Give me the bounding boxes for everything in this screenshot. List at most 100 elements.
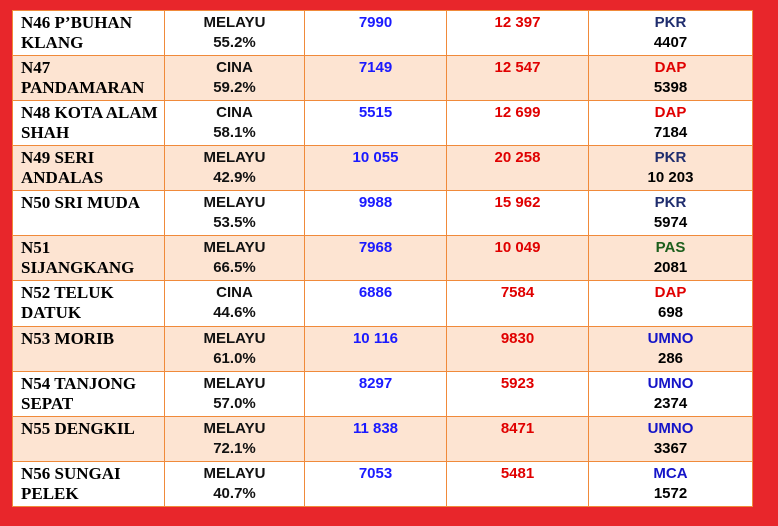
seat-name-line: N46 P’BUHAN	[21, 13, 132, 32]
results-table-body: N46 P’BUHAN KLANG MELAYU 55.2% 7990 12 397 PKR…	[12, 9, 753, 508]
majority-race-cell: MELAYU 53.5%	[164, 190, 305, 237]
results-table: N46 P’BUHAN KLANG MELAYU 55.2% 7990 12 397 PKR…	[12, 9, 753, 508]
majority-race-cell: CINA 58.1%	[164, 100, 305, 147]
race-label: MELAYU	[203, 14, 266, 31]
race-percentage: 72.1%	[213, 439, 256, 457]
seat-cell: N48 KOTA ALAM SHAH	[12, 100, 165, 147]
party-label: DAP	[654, 284, 687, 302]
party-label: PAS	[655, 239, 686, 257]
table-row: N55 DENGKIL MELAYU 72.1% 11 838 8471 UMNO 3367	[12, 415, 753, 462]
seat-cell: N50 SRI MUDA	[12, 190, 165, 237]
party-label: DAP	[654, 104, 687, 122]
majority-race-cell: CINA 44.6%	[164, 280, 305, 327]
seat-cell: N52 TELUK DATUK	[12, 280, 165, 327]
seat-name-line: KLANG	[21, 33, 84, 52]
race-percentage: 53.5%	[213, 214, 256, 232]
party-label: UMNO	[647, 329, 694, 347]
red-vote-cell: 15 962	[446, 190, 589, 237]
race-percentage: 61.0%	[213, 349, 256, 367]
race-percentage: 55.2%	[213, 34, 256, 51]
red-vote-cell: 10 049	[446, 235, 589, 282]
majority-race-cell: MELAYU 72.1%	[164, 415, 305, 462]
race-label: MELAYU	[203, 374, 266, 392]
majority-value: 10 203	[647, 169, 694, 187]
blue-vote-cell: 6886	[304, 280, 447, 327]
seat-cell: N51 SIJANGKANG	[12, 235, 165, 282]
seat-name-line: N56 SUNGAI	[21, 463, 121, 483]
seat-name-line: N52 TELUK	[21, 283, 114, 303]
seat-name-line: PANDAMARAN	[21, 78, 145, 98]
race-percentage: 66.5%	[213, 259, 256, 277]
majority-value: 4407	[653, 34, 688, 51]
majority-race-cell: MELAYU 57.0%	[164, 370, 305, 417]
winner-cell: PAS 2081	[588, 235, 753, 282]
red-vote-cell: 12 547	[446, 55, 589, 102]
winner-cell: UMNO 286	[588, 325, 753, 372]
seat-name-line: SEPAT	[21, 393, 74, 413]
seat-name-line: DATUK	[21, 303, 82, 323]
blue-vote-cell: 7990	[304, 9, 447, 57]
blue-vote-cell: 10 116	[304, 325, 447, 372]
red-vote-cell: 9830	[446, 325, 589, 372]
race-label: MELAYU	[203, 419, 266, 437]
race-percentage: 59.2%	[213, 79, 256, 97]
race-label: MELAYU	[203, 239, 266, 257]
race-label: CINA	[216, 284, 253, 302]
majority-value: 698	[657, 304, 684, 322]
results-table-frame: N46 P’BUHAN KLANG MELAYU 55.2% 7990 12 397 PKR…	[12, 9, 753, 508]
red-vote-cell: 12 699	[446, 100, 589, 147]
majority-value: 5974	[653, 214, 688, 232]
winner-cell: UMNO 3367	[588, 415, 753, 462]
seat-name-line: N49 SERI	[21, 148, 95, 168]
majority-value: 7184	[653, 124, 688, 142]
blue-vote-cell: 7968	[304, 235, 447, 282]
seat-cell: N53 MORIB	[12, 325, 165, 372]
race-label: MELAYU	[203, 194, 266, 212]
red-vote-cell: 12 397	[446, 9, 589, 57]
blue-vote-cell: 5515	[304, 100, 447, 147]
table-row: N54 TANJONG SEPAT MELAYU 57.0% 8297 5923 UMNO 2…	[12, 370, 753, 417]
blue-vote-cell: 11 838	[304, 415, 447, 462]
majority-value: 2374	[653, 394, 688, 412]
race-label: CINA	[216, 104, 253, 122]
majority-race-cell: MELAYU 40.7%	[164, 460, 305, 508]
seat-name-line: N53 MORIB	[21, 328, 115, 348]
seat-name-line: N48 KOTA ALAM	[21, 103, 158, 123]
winner-cell: MCA 1572	[588, 460, 753, 508]
blue-vote-cell: 7053	[304, 460, 447, 508]
party-label: PKR	[654, 14, 687, 31]
seat-cell: N46 P’BUHAN KLANG	[12, 9, 165, 57]
majority-value: 1572	[653, 484, 688, 502]
race-label: CINA	[216, 59, 253, 77]
majority-race-cell: MELAYU 66.5%	[164, 235, 305, 282]
seat-name-line: N54 TANJONG	[21, 373, 137, 393]
table-row: N53 MORIB MELAYU 61.0% 10 116 9830 UMNO 286	[12, 325, 753, 372]
seat-name-line: SHAH	[21, 123, 70, 143]
race-label: MELAYU	[203, 464, 266, 482]
table-row: N49 SERI ANDALAS MELAYU 42.9% 10 055 20 258 PK…	[12, 145, 753, 192]
winner-cell: DAP 698	[588, 280, 753, 327]
race-percentage: 40.7%	[213, 484, 256, 502]
winner-cell: PKR 4407	[588, 9, 753, 57]
seat-cell: N47 PANDAMARAN	[12, 55, 165, 102]
party-label: PKR	[654, 149, 687, 167]
table-row: N56 SUNGAI PELEK MELAYU 40.7% 7053 5481 MCA 157…	[12, 460, 753, 508]
table-row: N50 SRI MUDA MELAYU 53.5% 9988 15 962 PKR 5974	[12, 190, 753, 237]
seat-cell: N55 DENGKIL	[12, 415, 165, 462]
race-percentage: 58.1%	[213, 124, 256, 142]
seat-cell: N56 SUNGAI PELEK	[12, 460, 165, 508]
winner-cell: DAP 5398	[588, 55, 753, 102]
winner-cell: PKR 10 203	[588, 145, 753, 192]
red-vote-cell: 5481	[446, 460, 589, 508]
seat-cell: N54 TANJONG SEPAT	[12, 370, 165, 417]
race-label: MELAYU	[203, 149, 266, 167]
table-row: N48 KOTA ALAM SHAH CINA 58.1% 5515 12 699 DAP 7…	[12, 100, 753, 147]
party-label: MCA	[653, 464, 688, 482]
red-vote-cell: 8471	[446, 415, 589, 462]
seat-name-line: N50 SRI MUDA	[21, 193, 140, 213]
seat-name-line: PELEK	[21, 483, 79, 503]
majority-value: 3367	[653, 439, 688, 457]
party-label: UMNO	[647, 419, 694, 437]
blue-vote-cell: 10 055	[304, 145, 447, 192]
winner-cell: DAP 7184	[588, 100, 753, 147]
